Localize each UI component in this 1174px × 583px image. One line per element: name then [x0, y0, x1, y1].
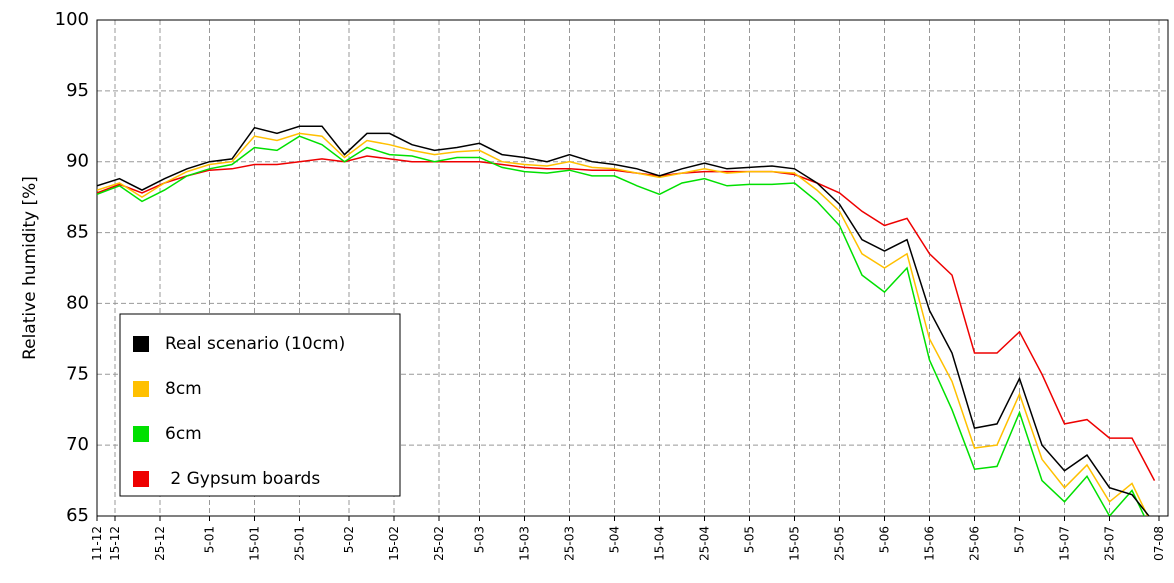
x-tick-label: 5-05 — [743, 526, 757, 553]
x-tick-label: 25-04 — [698, 526, 712, 561]
series-line — [97, 132, 1149, 516]
legend-box — [119, 313, 401, 497]
x-tick-label: 25-02 — [432, 526, 446, 561]
series-line — [97, 125, 1150, 516]
legend-swatch — [133, 336, 149, 352]
y-tick-label: 85 — [66, 222, 89, 243]
legend-swatch — [133, 426, 149, 442]
legend-label: 2 Gypsum boards — [165, 469, 320, 489]
y-axis-label: Relative humidity [%] — [20, 176, 40, 360]
legend-label: 6cm — [165, 424, 202, 444]
x-tick-label: 25-01 — [293, 526, 307, 561]
x-tick-label: 15-07 — [1058, 526, 1072, 561]
x-tick-label: 25-03 — [563, 526, 577, 561]
legend-label: 8cm — [165, 379, 202, 399]
x-tick-label: 15-06 — [923, 526, 937, 561]
legend-swatch — [133, 471, 149, 487]
x-tick-label: 5-04 — [608, 526, 622, 553]
x-tick-label: 15-03 — [518, 526, 532, 561]
y-tick-label: 95 — [66, 80, 89, 101]
x-tick-label: 11-12 — [90, 526, 104, 561]
x-tick-label: 5-07 — [1013, 526, 1027, 553]
y-tick-label: 75 — [66, 363, 89, 384]
y-tick-label: 65 — [66, 505, 89, 526]
x-tick-label: 25-06 — [968, 526, 982, 561]
x-tick-label: 5-01 — [203, 526, 217, 553]
y-tick-label: 90 — [66, 151, 89, 172]
series-line — [97, 135, 1146, 516]
y-tick-label: 70 — [66, 434, 89, 455]
x-tick-label: 5-02 — [342, 526, 356, 553]
x-tick-label: 5-06 — [878, 526, 892, 553]
x-tick-label: 15-12 — [108, 526, 122, 561]
legend-label: Real scenario (10cm) — [165, 334, 345, 354]
x-tick-label: 15-04 — [653, 526, 667, 561]
x-tick-label: 15-05 — [788, 526, 802, 561]
x-tick-label: 25-12 — [153, 526, 167, 561]
legend-swatch — [133, 381, 149, 397]
x-tick-label: 15-02 — [387, 526, 401, 561]
y-tick-label: 80 — [66, 292, 89, 313]
x-tick-label: 5-03 — [473, 526, 487, 553]
x-tick-label: 25-07 — [1103, 526, 1117, 561]
y-tick-label: 100 — [55, 9, 89, 30]
x-tick-label: 25-05 — [833, 526, 847, 561]
lines — [97, 125, 1156, 516]
x-tick-label: 15-01 — [248, 526, 262, 561]
x-tick-label: 07-08 — [1152, 526, 1166, 561]
plot-frame — [96, 19, 1169, 517]
